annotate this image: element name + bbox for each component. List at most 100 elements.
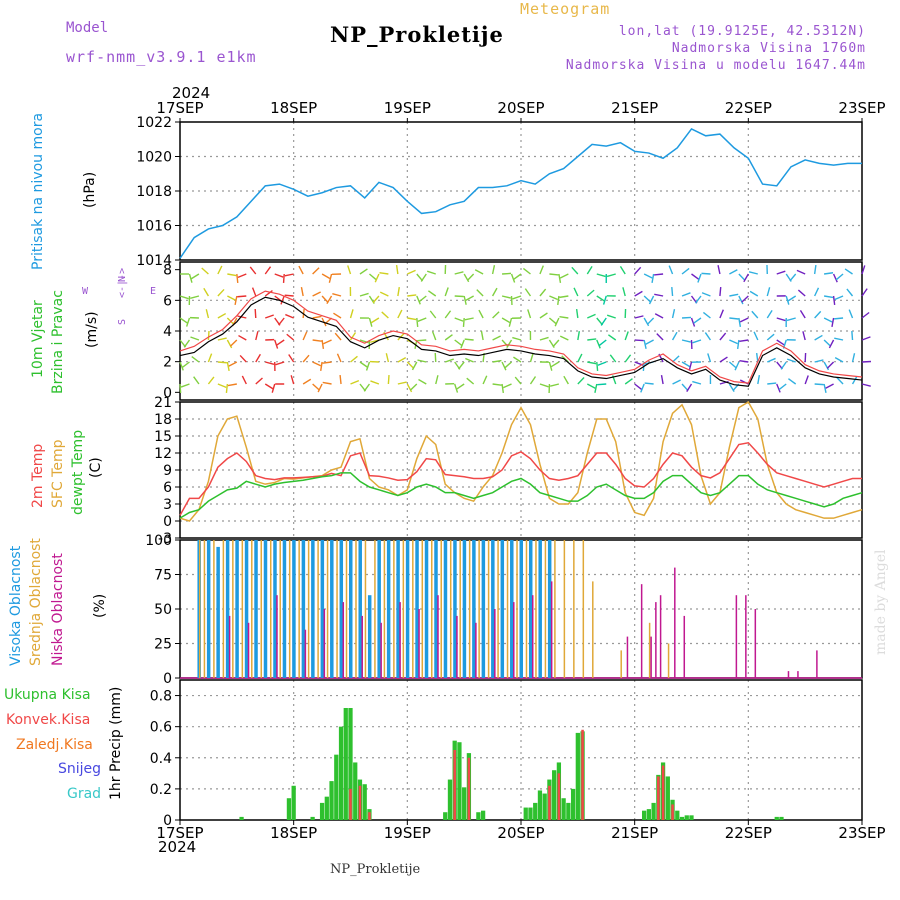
- wind-arrow: [814, 334, 823, 341]
- wind-arrow: [640, 383, 645, 393]
- wind-arrow: [406, 383, 413, 393]
- precip-total-bar: [542, 793, 547, 820]
- precip-total-bar: [324, 796, 329, 820]
- precip-total-bar: [651, 802, 656, 820]
- wind-arrow: [265, 314, 274, 319]
- wind-arrow: [643, 295, 652, 303]
- cloud-bar: [453, 540, 457, 678]
- wind-arrow: [834, 337, 844, 341]
- wind-arrow: [264, 383, 274, 390]
- wind-arrow: [501, 317, 511, 324]
- wind-arrow: [814, 383, 824, 386]
- cloud-bar: [494, 609, 496, 678]
- wind-arrow: [491, 287, 498, 297]
- wind-arrow: [406, 361, 415, 369]
- wind-arrow: [656, 333, 664, 341]
- cloud-bar: [326, 540, 329, 678]
- wind-arrow: [719, 309, 724, 319]
- wind-arrow: [370, 317, 380, 324]
- wind-arrow: [619, 265, 626, 275]
- cloud-bar: [288, 540, 291, 678]
- wind-arrow: [634, 383, 643, 391]
- cloud-bar: [620, 650, 622, 678]
- wind-arrow: [431, 331, 437, 341]
- cloud-bar: [273, 540, 277, 678]
- cloud-ytick-label: 75: [154, 568, 172, 584]
- wind-arrow: [188, 273, 193, 283]
- precip-convective-bar: [581, 729, 584, 820]
- cloud-bar: [380, 622, 382, 678]
- legend-total-rain: Ukupna Kisa: [4, 687, 91, 703]
- wind-arrow: [492, 335, 501, 341]
- wind-arrow: [379, 291, 389, 297]
- wind-arrow: [322, 361, 332, 364]
- wind-arrow: [587, 313, 596, 319]
- cloud-bar: [563, 540, 566, 678]
- wind-arrow: [179, 317, 188, 324]
- wind-arrow: [823, 317, 833, 323]
- cloud-bar: [659, 595, 662, 678]
- precip-ytick-label: 0.4: [150, 751, 172, 767]
- wind-arrow: [397, 287, 400, 297]
- wind-arrow: [789, 273, 797, 282]
- wind-arrow: [339, 374, 342, 385]
- wind-arrow: [217, 312, 227, 319]
- wind-arrow: [207, 353, 213, 363]
- wind-arrow: [205, 309, 210, 319]
- wind-arrow: [524, 288, 532, 297]
- wind-arrow: [778, 383, 787, 391]
- cloud-bar: [550, 581, 553, 678]
- wind-arrow: [851, 330, 854, 341]
- cloud-bar: [367, 595, 372, 678]
- wind-arrow: [738, 317, 742, 327]
- cloud-bar: [320, 540, 325, 678]
- wind-arrow: [181, 361, 190, 369]
- wind-arrow: [474, 269, 484, 275]
- cloud-ytick-label: 50: [154, 602, 172, 618]
- precip-total-bar: [291, 785, 296, 820]
- wind-arrow: [824, 272, 834, 275]
- wind-arrow: [465, 357, 474, 363]
- wind-arrow: [692, 339, 702, 344]
- wind-arrow: [321, 295, 329, 304]
- wind-arrow: [681, 361, 691, 368]
- precip-ytick-label: 0.6: [150, 720, 172, 736]
- cloud-bar: [317, 540, 319, 678]
- wind-frame: [179, 261, 863, 401]
- wind-arrow: [634, 266, 642, 275]
- cloud-bar: [667, 643, 670, 678]
- wind-arrow: [333, 312, 342, 319]
- precip-total-bar: [343, 708, 348, 820]
- wind-arrow: [444, 334, 453, 341]
- wind-arrow: [814, 359, 824, 363]
- precip-total-bar: [334, 754, 339, 820]
- cloud-bar: [787, 671, 790, 678]
- wind-arrow: [597, 383, 607, 386]
- precip-total-bar: [679, 816, 685, 820]
- cloud-bar: [216, 546, 220, 678]
- wind-arrow: [190, 295, 200, 299]
- wind-arrow: [501, 361, 507, 371]
- wind-arrow: [834, 317, 844, 320]
- cloud-bar: [222, 540, 225, 678]
- top-xtick-label: 20SEP: [497, 99, 544, 117]
- pressure-ytick-label: 1022: [136, 115, 172, 131]
- wind-arrow: [607, 334, 617, 341]
- wind-arrow: [823, 295, 834, 299]
- wind-arrow: [276, 339, 285, 346]
- cloud-bar: [342, 602, 345, 678]
- precip-total-bar: [286, 798, 292, 820]
- wind-arrow: [510, 273, 516, 283]
- wind-arrow: [671, 286, 674, 297]
- precip-convective-bar: [368, 812, 371, 820]
- wind-arrow: [797, 289, 806, 297]
- wind-arrow: [785, 295, 790, 305]
- wind-arrow: [466, 377, 475, 385]
- wind-arrow: [365, 361, 371, 371]
- cloud-bar: [424, 540, 429, 678]
- wind-arrow: [643, 339, 647, 349]
- wind-arrow: [241, 375, 247, 385]
- wind-arrow: [719, 286, 722, 297]
- wind-arrow: [586, 265, 593, 275]
- wind-arrow: [587, 338, 597, 341]
